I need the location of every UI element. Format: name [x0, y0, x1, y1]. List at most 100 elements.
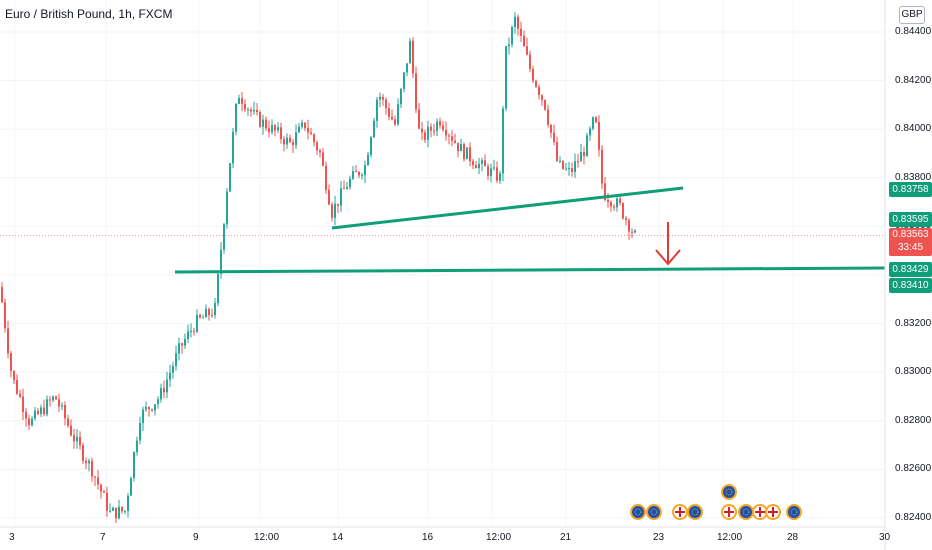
uk-event-icon[interactable]	[752, 504, 768, 520]
candle-body	[403, 72, 405, 89]
eu-event-icon[interactable]	[786, 504, 802, 520]
candle-body	[334, 203, 336, 218]
candle-body	[118, 506, 120, 519]
candle-body	[337, 203, 339, 206]
event-markers[interactable]	[630, 484, 802, 520]
down-arrow-icon[interactable]	[655, 222, 681, 266]
candle-body	[211, 315, 213, 317]
eu-event-icon[interactable]	[687, 504, 703, 520]
candle-body	[55, 396, 57, 400]
candle-body	[217, 273, 219, 304]
candle-body	[424, 132, 426, 140]
candle-body	[475, 165, 477, 169]
candle-body	[481, 160, 483, 164]
bar-countdown: 33:45	[897, 242, 924, 253]
candle-body	[457, 142, 459, 152]
candle-body	[634, 230, 636, 233]
candle-body	[559, 160, 561, 162]
candle-body	[607, 199, 609, 203]
candle-body	[229, 163, 231, 192]
candle-body	[613, 206, 615, 208]
price-tick: 0.82600	[895, 463, 932, 475]
candle-body	[358, 172, 360, 176]
candle-body	[526, 46, 528, 55]
candle-body	[25, 411, 27, 419]
candle-body	[472, 161, 474, 166]
resistance-price-label: 0.83758	[889, 182, 932, 197]
candle-body	[169, 372, 171, 380]
candle-body	[496, 167, 498, 181]
uk-event-icon[interactable]	[672, 504, 688, 520]
candle-body	[313, 134, 315, 143]
drawing-overlays[interactable]	[0, 186, 886, 274]
candle-body	[226, 191, 228, 225]
candle-body	[202, 317, 204, 319]
candle-body	[175, 353, 177, 367]
price-tick: 0.84000	[895, 123, 932, 135]
candle-body	[532, 68, 534, 81]
candle-body	[565, 168, 567, 170]
price-tick: 0.82400	[895, 512, 932, 523]
candle-body	[247, 109, 249, 111]
candle-body	[52, 396, 54, 401]
candle-body	[7, 328, 9, 354]
candle-body	[418, 109, 420, 129]
time-tick: 12:00	[717, 532, 743, 543]
candle-body	[454, 140, 456, 143]
eu-event-icon[interactable]	[646, 504, 662, 520]
candle-body	[304, 122, 306, 129]
candle-body	[154, 404, 156, 411]
candle-body	[58, 399, 60, 407]
candle-body	[76, 436, 78, 442]
candle-body	[310, 132, 312, 135]
candle-body	[346, 187, 348, 189]
price-tick: 0.84400	[895, 26, 932, 37]
candle-body	[538, 86, 540, 96]
eu-event-icon[interactable]	[630, 504, 646, 520]
candle-body	[616, 198, 618, 208]
candle-body	[610, 202, 612, 207]
candle-body	[427, 126, 429, 140]
candle-body	[43, 407, 45, 415]
neckline-trendline[interactable]	[331, 186, 684, 230]
support-line[interactable]	[174, 266, 886, 274]
candle-body	[10, 353, 12, 371]
candle-body	[193, 330, 195, 332]
eu-event-icon[interactable]	[738, 504, 754, 520]
candle-body	[256, 109, 258, 113]
candle-body	[124, 510, 126, 512]
candle-body	[250, 109, 252, 112]
candle-body	[16, 379, 18, 394]
grid-lines	[0, 31, 885, 519]
candle-body	[238, 98, 240, 104]
symbol-name: Euro / British Pound	[5, 7, 112, 21]
candle-body	[385, 99, 387, 109]
candle-body	[136, 440, 138, 453]
candle-body	[31, 418, 33, 426]
eu-event-icon[interactable]	[721, 484, 737, 500]
candle-body	[367, 154, 369, 166]
candle-body	[352, 171, 354, 179]
uk-event-icon[interactable]	[721, 504, 737, 520]
candle-body	[115, 507, 117, 519]
candle-body	[631, 231, 633, 233]
candle-body	[1, 287, 3, 303]
currency-chip[interactable]: GBP	[899, 6, 925, 24]
candle-body	[34, 410, 36, 419]
candle-body	[442, 125, 444, 130]
candle-body	[604, 183, 606, 200]
candle-body	[109, 510, 111, 512]
candle-body	[22, 396, 24, 412]
candle-body	[580, 152, 582, 162]
candle-body	[601, 149, 603, 184]
candle-body	[355, 171, 357, 173]
candle-body	[163, 388, 165, 393]
candle-body	[148, 406, 150, 410]
candle-body	[232, 131, 234, 164]
candle-body	[364, 165, 366, 176]
candle-body	[550, 124, 552, 133]
uk-event-icon[interactable]	[765, 504, 781, 520]
candle-body	[190, 330, 192, 332]
candle-body	[619, 198, 621, 204]
